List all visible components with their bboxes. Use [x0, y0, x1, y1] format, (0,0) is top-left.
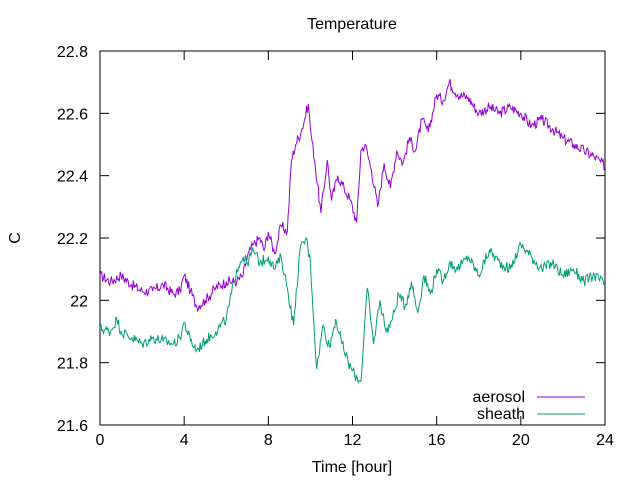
- x-tick-label: 4: [180, 432, 189, 449]
- x-tick-label: 12: [344, 432, 362, 449]
- y-tick-label: 22.4: [57, 169, 88, 186]
- x-tick-label: 24: [596, 432, 614, 449]
- x-tick-label: 16: [428, 432, 446, 449]
- y-tick-label: 22.8: [57, 44, 88, 61]
- x-axis-title: Time [hour]: [312, 459, 392, 476]
- x-axis-ticks: 0 4 8 12 16 20 24: [96, 51, 614, 449]
- chart-title: Temperature: [307, 16, 397, 33]
- legend-label-aerosol: aerosol: [473, 389, 525, 406]
- plot-frame: [99, 50, 606, 426]
- series-line-aerosol: [99, 78, 606, 312]
- y-tick-label: 21.8: [57, 356, 88, 373]
- series-line-sheath: [99, 236, 606, 385]
- y-tick-label: 22.6: [57, 106, 88, 123]
- legend-label-sheath: sheath: [477, 406, 525, 423]
- series-lines: [99, 78, 606, 385]
- y-tick-label: 22.2: [57, 231, 88, 248]
- y-axis-ticks: 21.6 21.8 22 22.2 22.4 22.6 22.8: [57, 44, 605, 435]
- x-tick-label: 20: [512, 432, 530, 449]
- y-tick-label: 22: [70, 293, 88, 310]
- y-axis-title: C: [7, 232, 24, 244]
- x-tick-label: 0: [96, 432, 105, 449]
- x-tick-label: 8: [264, 432, 273, 449]
- y-tick-label: 21.6: [57, 418, 88, 435]
